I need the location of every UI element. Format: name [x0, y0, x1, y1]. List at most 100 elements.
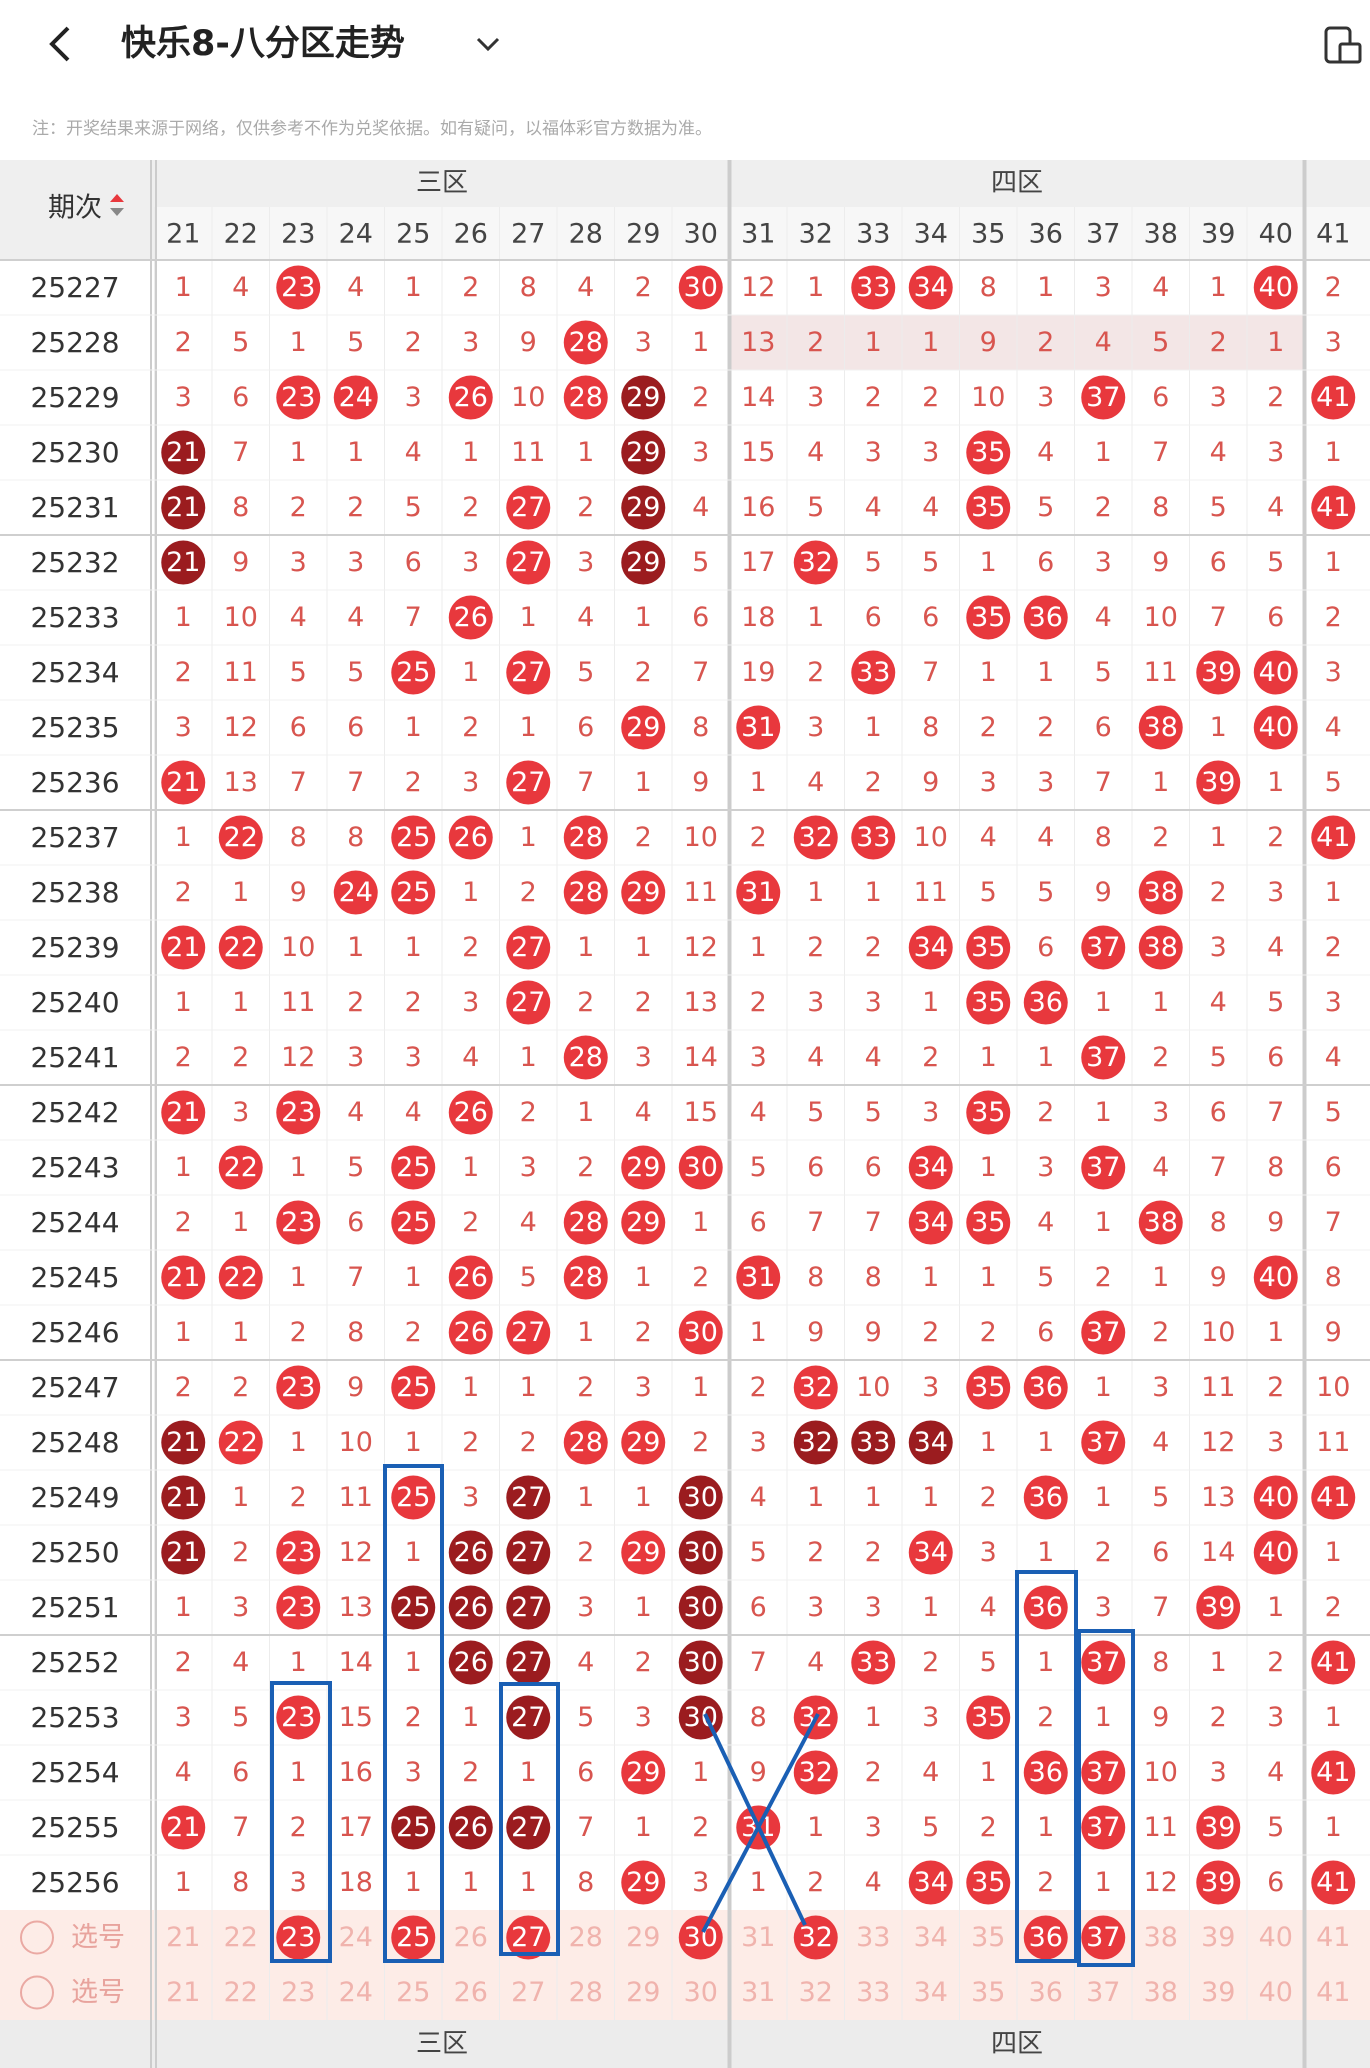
- miss-count: 3: [807, 712, 824, 743]
- miss-count: 13: [339, 1592, 373, 1623]
- miss-count: 6: [1210, 1097, 1227, 1128]
- pick-number[interactable]: 28: [569, 1922, 603, 1953]
- miss-count: 1: [175, 1867, 192, 1898]
- miss-count: 3: [980, 1537, 997, 1568]
- miss-count: 1: [347, 932, 364, 963]
- pick-number[interactable]: 22: [224, 1922, 258, 1953]
- pick-number[interactable]: 21: [166, 1977, 200, 2008]
- pick-number[interactable]: 41: [1316, 1977, 1350, 2008]
- pick-number[interactable]: 34: [914, 1922, 948, 1953]
- pick-number[interactable]: 40: [1259, 1977, 1293, 2008]
- hit-ball: [506, 980, 551, 1025]
- pick-number[interactable]: 32: [799, 1977, 833, 2008]
- miss-count: 4: [347, 1097, 364, 1128]
- sort-up[interactable]: [110, 194, 124, 202]
- pick-number[interactable]: 23: [281, 1922, 315, 1953]
- pick-number[interactable]: 39: [1201, 1922, 1235, 1953]
- pick-number[interactable]: 22: [224, 1977, 258, 2008]
- hit-ball: [391, 1475, 436, 1520]
- miss-count: 1: [520, 1867, 537, 1898]
- miss-count: 1: [922, 987, 939, 1018]
- miss-count: 1: [1267, 327, 1284, 358]
- miss-count: 3: [520, 1152, 537, 1183]
- hit-number: 41: [1316, 1867, 1350, 1898]
- pick-number[interactable]: 32: [799, 1922, 833, 1953]
- picked-ball[interactable]: [678, 1915, 723, 1960]
- pick-number[interactable]: 24: [339, 1977, 373, 2008]
- pick-number[interactable]: 27: [511, 1977, 545, 2008]
- zone-label: 四区: [991, 168, 1043, 198]
- pick-number[interactable]: 26: [454, 1977, 488, 2008]
- issue-number: 25253: [30, 1701, 119, 1734]
- hit-ball: [506, 1640, 551, 1685]
- pick-number[interactable]: 31: [741, 1977, 775, 2008]
- pick-number[interactable]: 30: [684, 1922, 718, 1953]
- pick-number[interactable]: 36: [1029, 1977, 1063, 2008]
- switch-icon[interactable]: [1324, 26, 1362, 64]
- pick-number[interactable]: 41: [1316, 1922, 1350, 1953]
- pick-number[interactable]: 21: [166, 1922, 200, 1953]
- hit-number: 22: [224, 932, 258, 963]
- miss-count: 4: [807, 1042, 824, 1073]
- issue-number: 25244: [30, 1206, 119, 1239]
- issue-header[interactable]: 期次: [48, 193, 102, 224]
- pick-number[interactable]: 34: [914, 1977, 948, 2008]
- pick-number[interactable]: 33: [856, 1922, 890, 1953]
- issue-number: 25248: [30, 1426, 119, 1459]
- miss-count: 3: [692, 437, 709, 468]
- picked-ball[interactable]: [1081, 1915, 1126, 1960]
- hit-ball: [1081, 1640, 1126, 1685]
- pick-number[interactable]: 29: [626, 1922, 660, 1953]
- pick-number[interactable]: 29: [626, 1977, 660, 2008]
- hit-number: 26: [454, 1262, 488, 1293]
- pick-number[interactable]: 31: [741, 1922, 775, 1953]
- pick-number[interactable]: 35: [971, 1977, 1005, 2008]
- back-button[interactable]: [49, 26, 70, 62]
- pick-number[interactable]: 33: [856, 1977, 890, 2008]
- miss-count: 7: [1325, 1207, 1342, 1238]
- picked-ball[interactable]: [276, 1915, 321, 1960]
- pick-number[interactable]: 24: [339, 1922, 373, 1953]
- picked-ball[interactable]: [1023, 1915, 1068, 1960]
- pick-number[interactable]: 30: [684, 1977, 718, 2008]
- pick-radio[interactable]: [20, 1975, 54, 2010]
- pick-number[interactable]: 38: [1144, 1977, 1178, 2008]
- pick-number[interactable]: 27: [511, 1922, 545, 1953]
- hit-number: 25: [396, 1207, 430, 1238]
- pick-number[interactable]: 37: [1086, 1922, 1120, 1953]
- pick-number[interactable]: 37: [1086, 1977, 1120, 2008]
- miss-count: 4: [922, 1757, 939, 1788]
- miss-count: 3: [175, 382, 192, 413]
- pick-number[interactable]: 40: [1259, 1922, 1293, 1953]
- miss-count: 2: [635, 1647, 652, 1678]
- pick-number[interactable]: 38: [1144, 1922, 1178, 1953]
- miss-count: 4: [232, 1647, 249, 1678]
- pick-number[interactable]: 25: [396, 1977, 430, 2008]
- miss-count: 6: [347, 1207, 364, 1238]
- pick-radio[interactable]: [20, 1920, 54, 1955]
- sort-down[interactable]: [110, 208, 124, 216]
- miss-count: 3: [577, 547, 594, 578]
- title-dropdown[interactable]: [476, 37, 500, 52]
- hit-number: 36: [1029, 602, 1063, 633]
- pick-number[interactable]: 25: [396, 1922, 430, 1953]
- miss-count: 4: [750, 1482, 767, 1513]
- picked-ball[interactable]: [391, 1915, 436, 1960]
- miss-count: 1: [635, 602, 652, 633]
- pick-number[interactable]: 39: [1201, 1977, 1235, 2008]
- miss-count: 1: [635, 767, 652, 798]
- hit-number: 35: [971, 932, 1005, 963]
- zone-label: 四区: [991, 2029, 1043, 2059]
- pick-number[interactable]: 23: [281, 1977, 315, 2008]
- pick-number[interactable]: 28: [569, 1977, 603, 2008]
- pick-number[interactable]: 36: [1029, 1922, 1063, 1953]
- miss-count: 5: [1210, 492, 1227, 523]
- hit-number: 25: [396, 1372, 430, 1403]
- pick-number[interactable]: 35: [971, 1922, 1005, 1953]
- miss-count: 6: [577, 1757, 594, 1788]
- pick-number[interactable]: 26: [454, 1922, 488, 1953]
- miss-count: 3: [635, 1372, 652, 1403]
- picked-ball[interactable]: [793, 1915, 838, 1960]
- picked-ball[interactable]: [506, 1915, 551, 1960]
- miss-count: 2: [232, 1372, 249, 1403]
